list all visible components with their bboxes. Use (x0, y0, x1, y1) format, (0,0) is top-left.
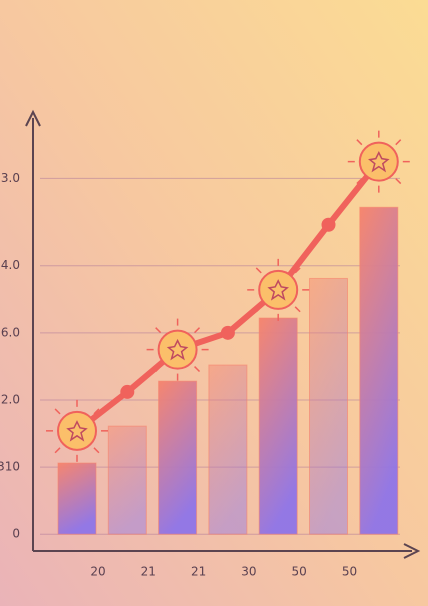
sun-ray (255, 267, 262, 274)
sun-ray (294, 306, 301, 313)
x-arrow (403, 543, 421, 559)
x-tick-label: 50 (292, 565, 307, 579)
bar (208, 364, 248, 535)
x-tick-label: 30 (241, 565, 256, 579)
sun-ray (155, 366, 162, 373)
x-tick-label: 21 (141, 565, 156, 579)
point-badge (358, 141, 399, 182)
sun-ray (54, 447, 61, 454)
x-tick-label: 50 (342, 565, 357, 579)
y-tick-label: 310 (0, 460, 20, 474)
bar (57, 462, 97, 535)
sun-ray (54, 408, 61, 415)
axes (25, 109, 421, 559)
y-tick-label: 4.0 (1, 258, 20, 272)
bar (107, 425, 147, 535)
bar (309, 277, 348, 535)
sun-ray (395, 139, 402, 146)
point (321, 217, 336, 232)
y-tick-label: 3.0 (1, 171, 20, 185)
y-tick-label: 2.0 (1, 392, 20, 406)
point-badge (157, 329, 198, 370)
bar (258, 317, 298, 535)
point-badge (258, 269, 299, 310)
sun-ray (356, 178, 363, 185)
sun-ray (356, 139, 363, 146)
sun-ray (93, 447, 100, 454)
point (220, 325, 235, 340)
sun-ray (395, 178, 402, 185)
sun-ray (294, 267, 301, 274)
star-icon (66, 420, 88, 442)
sun-ray (194, 327, 201, 334)
point (120, 384, 135, 399)
x-tick-label: 20 (90, 565, 105, 579)
point-badge (57, 410, 97, 451)
bar (158, 380, 198, 535)
bar (359, 206, 399, 535)
star-icon (368, 150, 390, 173)
star-icon (166, 338, 189, 361)
x-tick-label: 21 (191, 565, 206, 579)
sun-ray (155, 327, 162, 334)
y-arrow (25, 109, 41, 127)
sun-ray (93, 408, 100, 415)
sun-ray (255, 306, 262, 313)
sun-ray (194, 366, 201, 373)
y-tick-label: 6.0 (1, 325, 20, 339)
star-icon (267, 279, 289, 301)
y-tick-label: 0 (12, 527, 20, 541)
